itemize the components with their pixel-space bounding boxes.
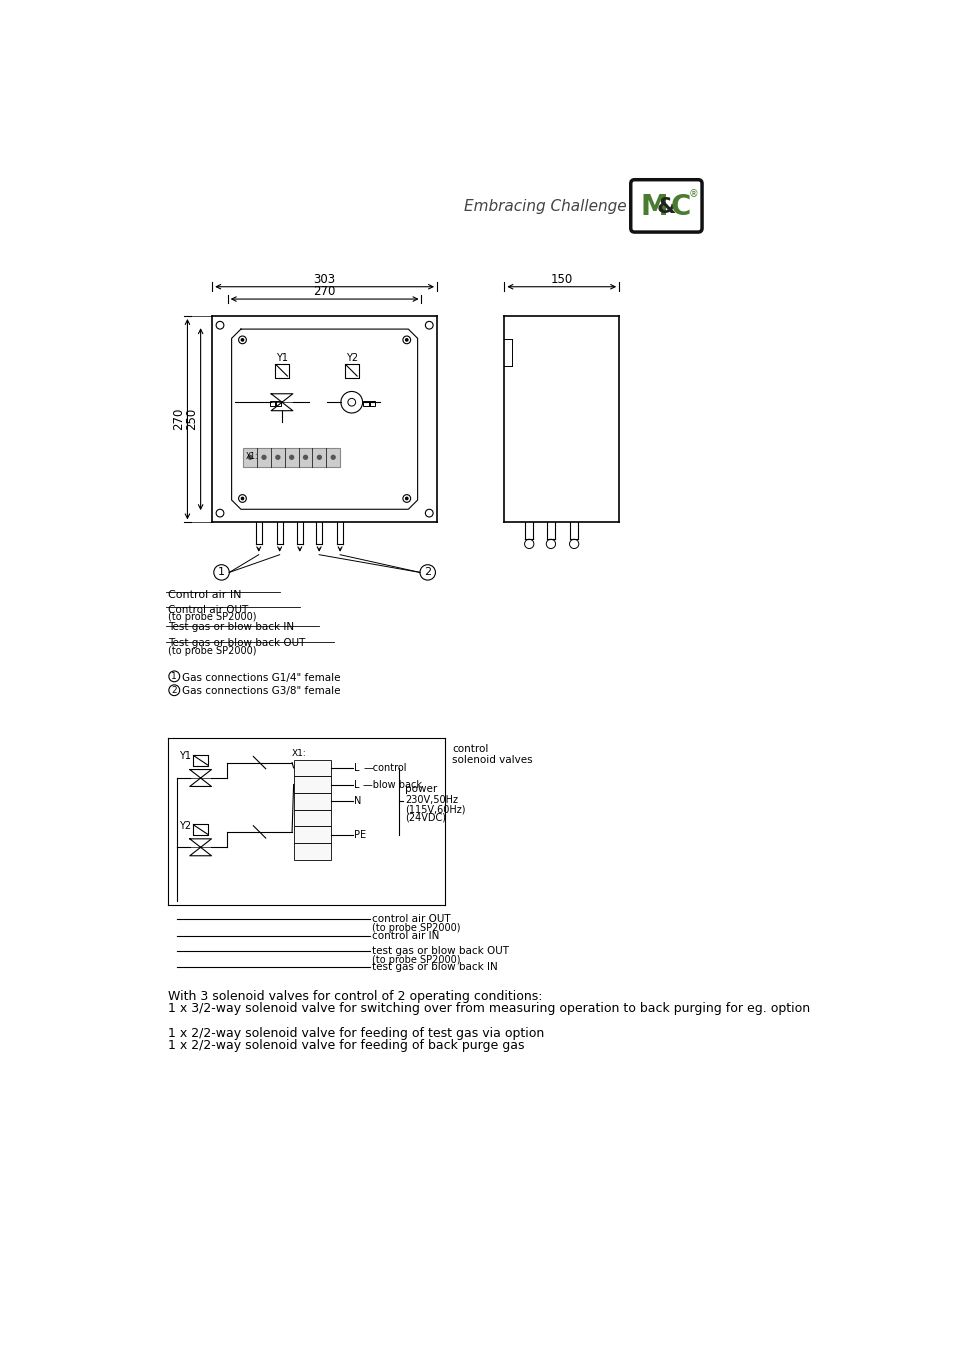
Text: X1:: X1: xyxy=(291,749,306,757)
Text: (to probe SP2000): (to probe SP2000) xyxy=(372,923,460,933)
Bar xyxy=(294,760,331,776)
Circle shape xyxy=(241,497,243,500)
Text: control air OUT: control air OUT xyxy=(372,914,450,923)
Circle shape xyxy=(331,455,335,459)
Text: (to probe SP2000): (to probe SP2000) xyxy=(168,645,256,656)
Bar xyxy=(270,401,275,406)
Text: With 3 solenoid valves for control of 2 operating conditions:: With 3 solenoid valves for control of 2 … xyxy=(168,990,542,1003)
Circle shape xyxy=(317,455,321,459)
Text: Control air OUT: Control air OUT xyxy=(168,605,248,614)
Bar xyxy=(369,401,375,406)
FancyBboxPatch shape xyxy=(630,180,701,232)
Text: 270: 270 xyxy=(314,285,335,298)
Text: test gas or blow back OUT: test gas or blow back OUT xyxy=(372,946,508,956)
Circle shape xyxy=(275,455,279,459)
Text: 230V,50Hz: 230V,50Hz xyxy=(405,795,457,805)
Text: (24VDC): (24VDC) xyxy=(405,813,446,822)
Text: L: L xyxy=(354,779,359,790)
Text: power: power xyxy=(405,784,437,794)
Text: 303: 303 xyxy=(314,273,335,286)
Text: 2: 2 xyxy=(172,686,177,695)
Text: ®: ® xyxy=(688,189,698,200)
Text: N: N xyxy=(354,796,361,806)
Text: 2: 2 xyxy=(424,567,431,578)
Text: —control: —control xyxy=(363,763,406,772)
Bar xyxy=(274,401,281,406)
Bar xyxy=(294,792,331,810)
Text: control air IN: control air IN xyxy=(372,931,438,941)
Text: M: M xyxy=(640,193,668,221)
Text: Test gas or blow back OUT: Test gas or blow back OUT xyxy=(168,637,305,648)
Text: Gas connections G3/8" female: Gas connections G3/8" female xyxy=(182,686,340,697)
Text: 150: 150 xyxy=(550,273,573,286)
Text: (to probe SP2000): (to probe SP2000) xyxy=(168,612,256,622)
Text: X1:: X1: xyxy=(245,451,258,460)
Circle shape xyxy=(405,497,408,500)
Bar xyxy=(243,448,340,467)
Text: 1 x 3/2-way solenoid valve for switching over from measuring operation to back p: 1 x 3/2-way solenoid valve for switching… xyxy=(168,1002,809,1015)
Circle shape xyxy=(405,339,408,342)
Circle shape xyxy=(290,455,294,459)
Text: (115V,60Hz): (115V,60Hz) xyxy=(405,805,465,814)
Text: Y2: Y2 xyxy=(345,354,357,363)
Text: 250: 250 xyxy=(185,408,198,431)
Bar xyxy=(363,401,369,406)
Circle shape xyxy=(248,455,252,459)
Text: 1 x 2/2-way solenoid valve for feeding of test gas via option: 1 x 2/2-way solenoid valve for feeding o… xyxy=(168,1027,544,1040)
Text: PE: PE xyxy=(354,830,366,840)
Text: test gas or blow back IN: test gas or blow back IN xyxy=(372,961,497,972)
Text: 1: 1 xyxy=(218,567,225,578)
Text: Test gas or blow back IN: Test gas or blow back IN xyxy=(168,622,294,632)
Text: 1: 1 xyxy=(172,672,177,680)
Text: 1 x 2/2-way solenoid valve for feeding of back purge gas: 1 x 2/2-way solenoid valve for feeding o… xyxy=(168,1040,524,1052)
Text: Embracing Challenge: Embracing Challenge xyxy=(464,200,626,215)
Text: solenoid valves: solenoid valves xyxy=(452,755,533,765)
Text: Y2: Y2 xyxy=(179,821,191,830)
Text: L: L xyxy=(354,763,359,772)
Text: Gas connections G1/4" female: Gas connections G1/4" female xyxy=(182,672,340,683)
Text: &: & xyxy=(657,197,676,217)
Circle shape xyxy=(262,455,266,459)
Text: Y1: Y1 xyxy=(179,752,191,761)
Text: 270: 270 xyxy=(172,408,185,431)
Bar xyxy=(294,810,331,826)
Text: (to probe SP2000): (to probe SP2000) xyxy=(372,956,460,965)
Text: Control air IN: Control air IN xyxy=(168,590,241,601)
Text: Y1: Y1 xyxy=(275,354,288,363)
Text: control: control xyxy=(452,744,488,755)
Circle shape xyxy=(241,339,243,342)
Bar xyxy=(294,826,331,842)
Bar xyxy=(294,842,331,860)
Text: C: C xyxy=(670,193,691,221)
Circle shape xyxy=(303,455,307,459)
Bar xyxy=(294,776,331,792)
Text: —blow back: —blow back xyxy=(363,779,422,790)
